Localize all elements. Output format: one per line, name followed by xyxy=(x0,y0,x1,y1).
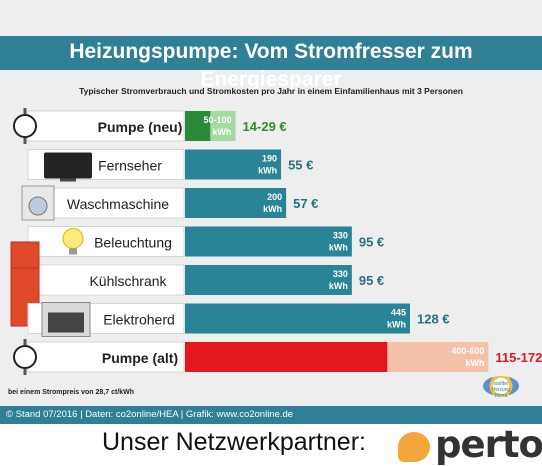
stove-oven-window xyxy=(48,312,84,333)
bulb-glass xyxy=(62,228,84,249)
stove-icon xyxy=(41,302,91,337)
bar xyxy=(185,265,352,295)
light-bulb-icon xyxy=(62,228,84,255)
category-label: Pumpe (neu) xyxy=(98,119,183,135)
badge-text: sanfter Heizung Klima xyxy=(491,381,511,399)
washer-door xyxy=(28,196,48,216)
category-label: Kühlschrank xyxy=(89,273,167,289)
cost-label: 95 € xyxy=(359,235,384,250)
cost-label: 57 € xyxy=(293,196,318,211)
cost-label: 14-29 € xyxy=(243,119,287,134)
brand-logo: co2online xyxy=(479,405,540,421)
bar xyxy=(185,342,388,372)
washing-machine-icon xyxy=(21,185,55,221)
bar-unit-label: kWh xyxy=(213,127,232,137)
category-label: Fernseher xyxy=(98,158,162,174)
category-label-box xyxy=(27,341,185,373)
pump-icon xyxy=(13,108,37,144)
chart-subtitle: Typischer Stromverbrauch und Stromkosten… xyxy=(79,86,463,96)
bar-value-label: 330 xyxy=(333,269,348,279)
bar-value-label: 400-600 xyxy=(451,346,484,356)
cost-label: 115-172 € xyxy=(495,350,542,365)
bar-value-label: 50-100 xyxy=(204,115,232,125)
pump-body xyxy=(13,345,37,369)
partner-logo-icon xyxy=(398,432,430,462)
category-label-box xyxy=(27,264,185,296)
partner-logo[interactable]: perto xyxy=(435,423,542,466)
bar-unit-label: kWh xyxy=(329,281,348,291)
bar-value-label: 200 xyxy=(267,192,282,202)
bar-unit-label: kWh xyxy=(263,204,282,214)
footer-bar xyxy=(0,406,542,424)
footer-credits: © Stand 07/2016 | Daten: co2online/HEA |… xyxy=(6,409,294,420)
bar-value-label: 330 xyxy=(333,231,348,241)
cost-label: 55 € xyxy=(288,158,313,173)
bar xyxy=(185,188,287,218)
pump-body xyxy=(13,114,37,138)
bar-chart: Pumpe (neu) 50-100 kWh 14-29 € Fernseher 190 k… xyxy=(10,108,542,375)
chart-title: Heizungspumpe: Vom Stromfresser zum Ener… xyxy=(69,40,473,91)
bar-value-label: 445 xyxy=(391,308,406,318)
bulb-base xyxy=(69,248,77,255)
tv-icon xyxy=(44,152,92,182)
bar-unit-label: kWh xyxy=(329,243,348,253)
bar xyxy=(185,303,410,334)
partner-caption: Unser Netzwerkpartner: xyxy=(102,428,366,456)
title-banner xyxy=(0,36,542,70)
category-label: Pumpe (alt) xyxy=(102,350,178,366)
bar-value-label: 190 xyxy=(262,154,277,164)
price-footnote: bei einem Strompreis von 28,7 ct/kWh xyxy=(8,389,135,396)
bar xyxy=(185,111,211,141)
category-label-box xyxy=(27,110,185,142)
tv-stand xyxy=(60,178,76,182)
bar-unit-label: kWh xyxy=(258,166,277,176)
cost-label: 95 € xyxy=(359,273,384,288)
category-label: Beleuchtung xyxy=(94,235,172,251)
bar xyxy=(185,149,282,180)
cost-label: 128 € xyxy=(417,312,450,327)
bar-unit-label: kWh xyxy=(465,358,484,368)
category-label-box xyxy=(27,226,185,257)
pump-icon xyxy=(13,339,37,375)
tv-screen xyxy=(44,152,92,179)
category-label: Waschmaschine xyxy=(67,196,169,212)
bar-unit-label: kWh xyxy=(387,320,406,330)
bar xyxy=(185,226,352,257)
climate-badge-icon xyxy=(483,376,519,396)
category-label: Elektroherd xyxy=(103,312,175,328)
